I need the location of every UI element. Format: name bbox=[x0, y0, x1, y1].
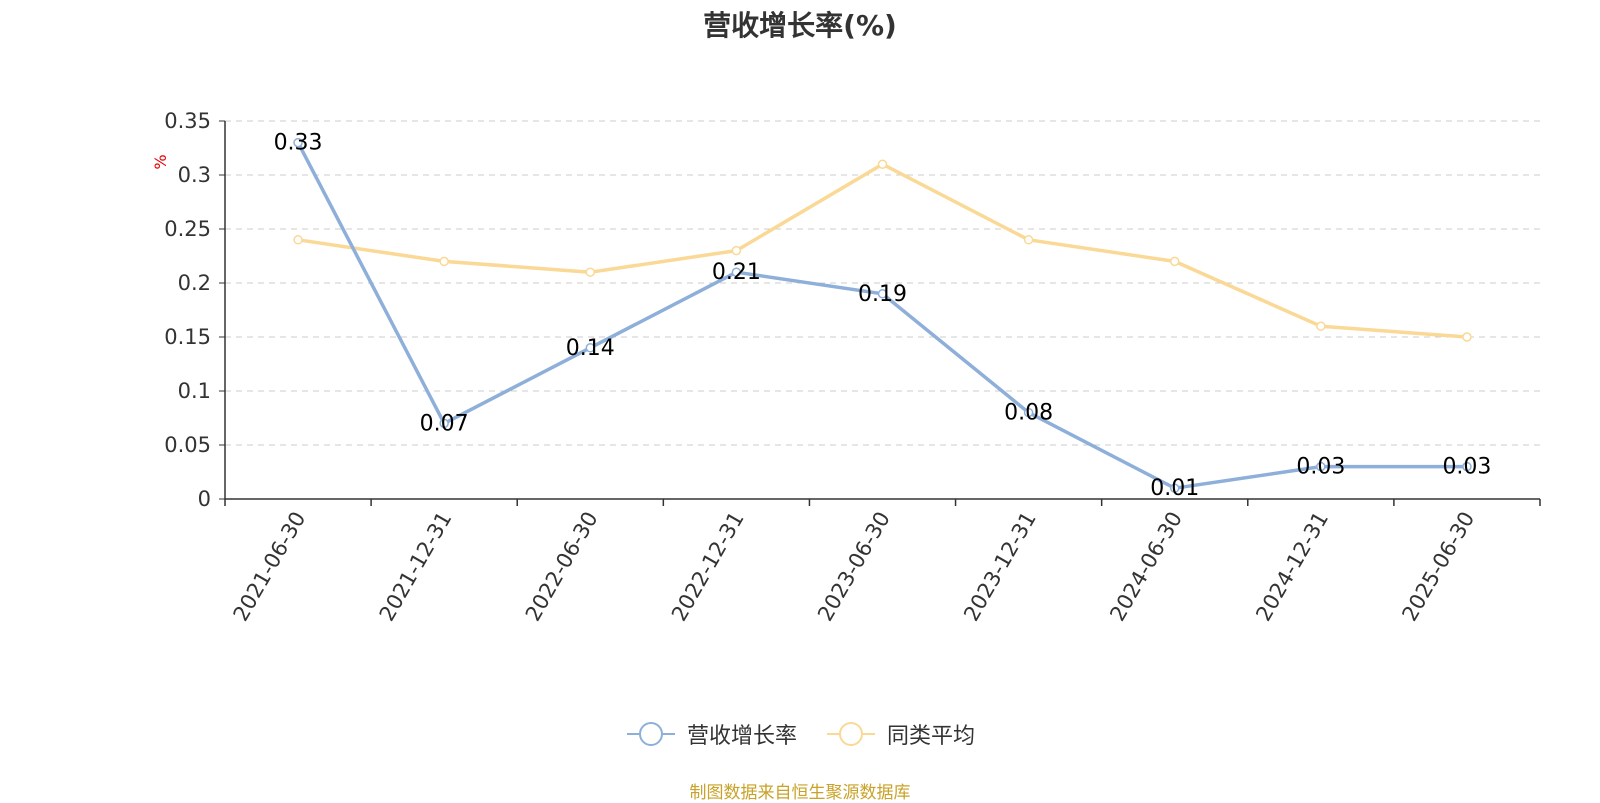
peer-average-point bbox=[731, 245, 742, 256]
revenue-growth-point bbox=[293, 137, 303, 148]
legend-item-peer-average[interactable]: 同类平均 bbox=[825, 718, 975, 750]
legend-label-revenue-growth: 营收增长率 bbox=[686, 724, 797, 749]
data-label: 0.01 bbox=[1150, 476, 1199, 501]
revenue-growth-line bbox=[296, 141, 1467, 490]
peer-average-point bbox=[1169, 256, 1180, 267]
y-tick-label: 0.3 bbox=[178, 163, 211, 187]
data-label: 0.19 bbox=[858, 282, 907, 307]
data-labels: 0.33 0.07 0.14 0.21 0.19 0.08 0.01 0.03 0.03 bbox=[274, 131, 1492, 502]
legend-marker-revenue-growth bbox=[626, 722, 675, 746]
data-label: 0.07 bbox=[420, 411, 469, 436]
data-label: 0.21 bbox=[712, 260, 761, 285]
x-tick-label: 2021-06-30 bbox=[229, 508, 311, 626]
legend-label-peer-average: 同类平均 bbox=[887, 724, 976, 749]
y-axis-unit-label: % bbox=[151, 154, 170, 169]
x-tick-label: 2022-06-30 bbox=[521, 508, 603, 626]
x-tick-label: 2023-06-30 bbox=[813, 508, 895, 626]
data-label: 0.03 bbox=[1442, 455, 1491, 480]
data-label: 0.33 bbox=[274, 131, 323, 156]
revenue-growth-point bbox=[585, 343, 596, 353]
peer-average-line bbox=[297, 162, 1468, 339]
revenue-growth-point bbox=[1169, 483, 1180, 493]
y-tick-label: 0.15 bbox=[164, 325, 211, 349]
peer-average-point bbox=[293, 235, 303, 245]
chart-title: 营收增长率(%) bbox=[703, 9, 897, 42]
data-label: 0.03 bbox=[1296, 455, 1345, 480]
legend-item-revenue-growth[interactable]: 营收增长率 bbox=[625, 718, 797, 750]
x-tick-label: 2023-12-31 bbox=[959, 508, 1041, 626]
x-tick-label: 2025-06-30 bbox=[1397, 508, 1479, 626]
revenue-growth-point bbox=[1316, 461, 1326, 472]
revenue-growth-point bbox=[877, 289, 888, 299]
revenue-growth-point bbox=[1023, 407, 1034, 418]
y-tick-label: 0.25 bbox=[164, 217, 211, 241]
revenue-growth-point bbox=[731, 267, 742, 277]
revenue-growth-point bbox=[439, 418, 449, 429]
y-tick-label: 0.2 bbox=[178, 271, 211, 295]
y-tick-label: 0.35 bbox=[164, 109, 211, 133]
x-tick-label: 2024-12-31 bbox=[1251, 508, 1333, 626]
peer-average-point bbox=[1023, 235, 1034, 245]
y-tick-label: 0.05 bbox=[164, 433, 211, 457]
series-lines bbox=[293, 137, 1472, 493]
peer-average-point bbox=[1462, 332, 1472, 342]
peer-average-point bbox=[439, 256, 449, 267]
data-label: 0.14 bbox=[566, 336, 615, 361]
peer-average-point bbox=[1316, 321, 1326, 331]
x-tick-label: 2024-06-30 bbox=[1105, 508, 1187, 626]
data-label: 0.08 bbox=[1004, 401, 1053, 426]
peer-average-point bbox=[585, 267, 596, 277]
revenue-growth-point bbox=[1462, 461, 1472, 472]
peer-average-point bbox=[877, 159, 888, 169]
x-tick-label: 2022-12-31 bbox=[667, 508, 749, 626]
x-tick-label: 2021-12-31 bbox=[375, 508, 457, 626]
source-footer: 制图数据来自恒生聚源数据库 bbox=[689, 783, 911, 803]
y-tick-label: 0.1 bbox=[178, 379, 211, 403]
legend-marker-peer-average bbox=[827, 722, 875, 746]
y-tick-label: 0 bbox=[198, 487, 211, 511]
legend: 营收增长率 同类平均 bbox=[0, 718, 1600, 750]
